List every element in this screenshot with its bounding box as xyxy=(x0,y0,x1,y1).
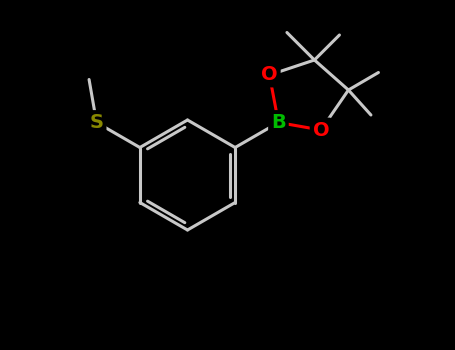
Text: O: O xyxy=(313,120,329,140)
Text: O: O xyxy=(261,65,278,84)
Text: S: S xyxy=(90,113,104,132)
Text: B: B xyxy=(271,113,286,132)
